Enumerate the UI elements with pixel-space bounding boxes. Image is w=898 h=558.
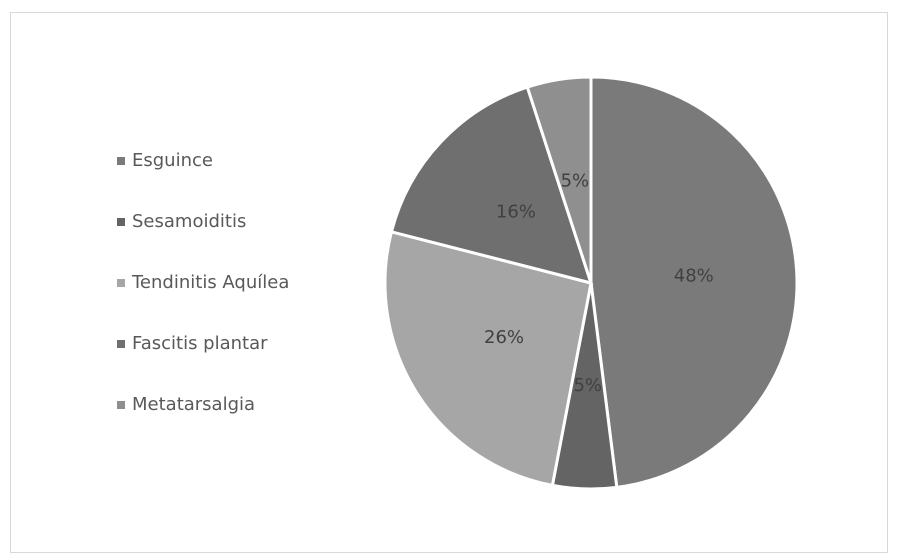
- data-label: 26%: [484, 327, 524, 348]
- legend-label: Metatarsalgia: [132, 394, 255, 415]
- pie-slice: [589, 75, 799, 490]
- data-label: 5%: [561, 170, 590, 191]
- legend-label: Tendinitis Aquílea: [131, 272, 289, 293]
- legend-swatch: [117, 157, 125, 165]
- data-label: 5%: [573, 375, 602, 396]
- data-label: 16%: [496, 201, 536, 222]
- data-label: 48%: [674, 266, 714, 287]
- legend-label: Fascitis plantar: [132, 333, 268, 354]
- legend-swatch: [117, 401, 125, 409]
- legend-swatch: [117, 340, 125, 348]
- pie-slice: [383, 229, 593, 488]
- legend-swatch: [117, 218, 125, 226]
- pie-slice: [389, 85, 594, 286]
- pie-slice: [525, 75, 593, 284]
- legend-swatch: [117, 279, 125, 287]
- legend-label: Esguince: [132, 150, 213, 171]
- legend-label: Sesamoiditis: [132, 211, 246, 232]
